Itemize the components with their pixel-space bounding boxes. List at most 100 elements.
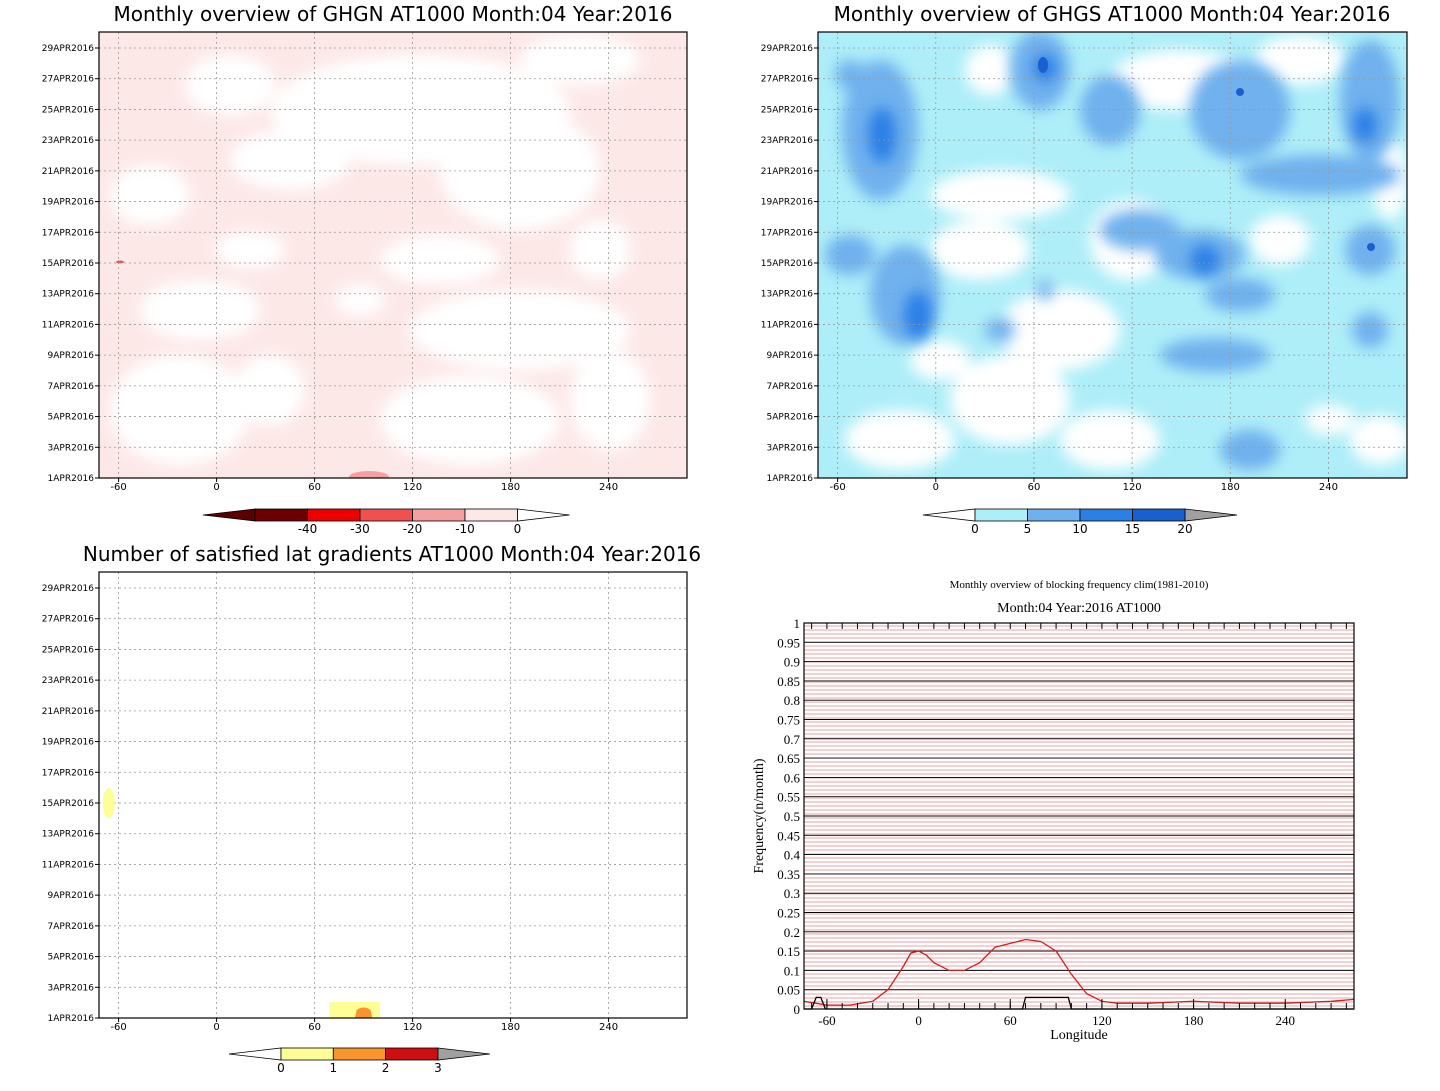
- y-tick-label: 5APR2016: [48, 413, 95, 423]
- y-tick-label: 23APR2016: [761, 136, 813, 146]
- y-tick-label: 29APR2016: [42, 44, 94, 54]
- blocking-y-tick-label: 0.45: [777, 828, 800, 843]
- colorbar-label: -30: [350, 522, 370, 536]
- y-tick-label: 7APR2016: [48, 382, 95, 392]
- gradients-x-ticks: -60 0 60 120 180 240: [110, 1018, 618, 1033]
- colorbar-segment: [1132, 508, 1186, 522]
- y-tick-label: 25APR2016: [42, 645, 94, 655]
- colorbar-label: -40: [298, 522, 318, 536]
- blocking-y-tick-label: 0.3: [784, 886, 800, 901]
- blocking-x-ticks: -60 0 60 120 180 240: [811, 623, 1347, 1028]
- colorbar-label: 15: [1125, 522, 1140, 536]
- y-tick-label: 25APR2016: [761, 105, 813, 115]
- blocking-x-tick-label: 0: [915, 1013, 922, 1028]
- ghgs-title: Monthly overview of GHGS AT1000 Month:04…: [834, 2, 1391, 26]
- colorbar-label: 3: [434, 1061, 442, 1075]
- colorbar-segment: [332, 1047, 386, 1061]
- colorbar-segment: [974, 508, 1028, 522]
- ghgs-y-ticks: 1APR2016 3APR2016 5APR2016 7APR2016 9APR2016…: [761, 44, 818, 484]
- colorbar-label: -10: [455, 522, 475, 536]
- x-tick-label: 120: [403, 482, 422, 493]
- blocking-y-tick-label: 0.65: [777, 751, 800, 766]
- y-tick-label: 29APR2016: [42, 584, 94, 594]
- blocking-y-tick-label: 1: [794, 616, 801, 631]
- ghgs-grid: [818, 32, 1407, 478]
- x-tick-label: 0: [213, 482, 219, 493]
- x-tick-label: 180: [501, 482, 520, 493]
- x-tick-label: -60: [110, 1022, 126, 1033]
- blocking-y-tick-label: 0.25: [777, 906, 800, 921]
- blocking-x-tick-label: 180: [1184, 1013, 1204, 1028]
- colorbar-arrow-low: [922, 508, 976, 522]
- blocking-y-tick-label: 0: [794, 1002, 801, 1017]
- y-tick-label: 21APR2016: [42, 167, 94, 177]
- blocking-y-tick-label: 0.75: [777, 713, 800, 728]
- ghgn-title: Monthly overview of GHGN AT1000 Month:04…: [114, 2, 673, 26]
- y-tick-label: 11APR2016: [42, 320, 94, 330]
- y-tick-label: 19APR2016: [42, 738, 94, 748]
- colorbar-arrow-high: [517, 508, 570, 522]
- blocking-x-tick-label: 60: [1004, 1013, 1017, 1028]
- blocking-y-tick-label: 0.8: [784, 693, 800, 708]
- blocking-y-tick-label: 0.9: [784, 655, 800, 670]
- event-patch-1apr: [329, 1002, 380, 1018]
- x-tick-label: 240: [599, 1022, 618, 1033]
- blocking-y-axis-label: Frequency(n/month): [752, 758, 767, 873]
- y-tick-label: 5APR2016: [767, 413, 814, 423]
- ghgs-colorbar: 0 5 10 15 20: [922, 508, 1238, 536]
- colorbar-segment: [1027, 508, 1081, 522]
- colorbar-arrow-low: [228, 1047, 282, 1061]
- colorbar-label: 10: [1072, 522, 1087, 536]
- gradients-events: [102, 788, 380, 1018]
- x-tick-label: -60: [829, 482, 845, 493]
- x-tick-label: 180: [1221, 482, 1240, 493]
- ghgn-frame: [98, 31, 688, 479]
- blocking-y-tick-label: 0.4: [784, 848, 801, 863]
- gradients-grid: [99, 572, 687, 1018]
- y-tick-label: 21APR2016: [42, 707, 94, 717]
- y-tick-label: 3APR2016: [48, 983, 95, 993]
- gradients-y-ticks: 1APR2016 3APR2016 5APR2016 7APR2016 9APR2016…: [42, 584, 99, 1024]
- y-tick-label: 13APR2016: [761, 290, 813, 300]
- colorbar-label: 0: [277, 1061, 285, 1075]
- gradients-panel: Number of satisfied lat gradients AT1000…: [42, 542, 701, 1075]
- y-tick-label: 1APR2016: [48, 1014, 95, 1024]
- ghgs-x-ticks: -60 0 60 120 180 240: [829, 478, 1338, 493]
- blocking-x-axis-label: Longitude: [1050, 1028, 1108, 1043]
- y-tick-label: 9APR2016: [48, 351, 95, 361]
- colorbar-label: 20: [1177, 522, 1192, 536]
- y-tick-label: 23APR2016: [42, 676, 94, 686]
- y-tick-label: 13APR2016: [42, 830, 94, 840]
- colorbar-label: 2: [382, 1061, 390, 1075]
- x-tick-label: 240: [1319, 482, 1338, 493]
- ghgs-field: [818, 32, 1407, 478]
- x-tick-label: -60: [110, 482, 126, 493]
- ghgs-panel: Monthly overview of GHGS AT1000 Month:04…: [761, 2, 1408, 536]
- ghgs-frame: [817, 31, 1408, 479]
- colorbar-arrow-low: [202, 508, 256, 522]
- colorbar-segment: [1079, 508, 1133, 522]
- x-tick-label: 60: [308, 1022, 321, 1033]
- y-tick-label: 15APR2016: [42, 799, 94, 809]
- colorbar-label: 0: [514, 522, 522, 536]
- x-tick-label: 120: [403, 1022, 422, 1033]
- blocking-x-tick-label: 120: [1092, 1013, 1112, 1028]
- ghgn-x-ticks: -60 0 60 120 180 240: [110, 478, 618, 493]
- colorbar-segment: [385, 1047, 439, 1061]
- y-tick-label: 17APR2016: [42, 228, 94, 238]
- gradients-title: Number of satisfied lat gradients AT1000…: [83, 542, 701, 566]
- event-marker: [355, 1007, 373, 1018]
- blocking-y-tick-label: 0.15: [777, 944, 800, 959]
- y-tick-label: 29APR2016: [761, 44, 813, 54]
- colorbar-label: -20: [403, 522, 423, 536]
- blocking-x-tick-label: -60: [818, 1013, 835, 1028]
- blocking-y-tick-label: 0.35: [777, 867, 800, 882]
- y-tick-label: 3APR2016: [767, 443, 814, 453]
- y-tick-label: 11APR2016: [42, 860, 94, 870]
- blocking-subtitle: Monthly overview of blocking frequency c…: [950, 579, 1209, 591]
- y-tick-label: 1APR2016: [767, 474, 814, 484]
- colorbar-label: 5: [1024, 522, 1032, 536]
- y-tick-label: 13APR2016: [42, 290, 94, 300]
- y-tick-label: 27APR2016: [42, 75, 94, 85]
